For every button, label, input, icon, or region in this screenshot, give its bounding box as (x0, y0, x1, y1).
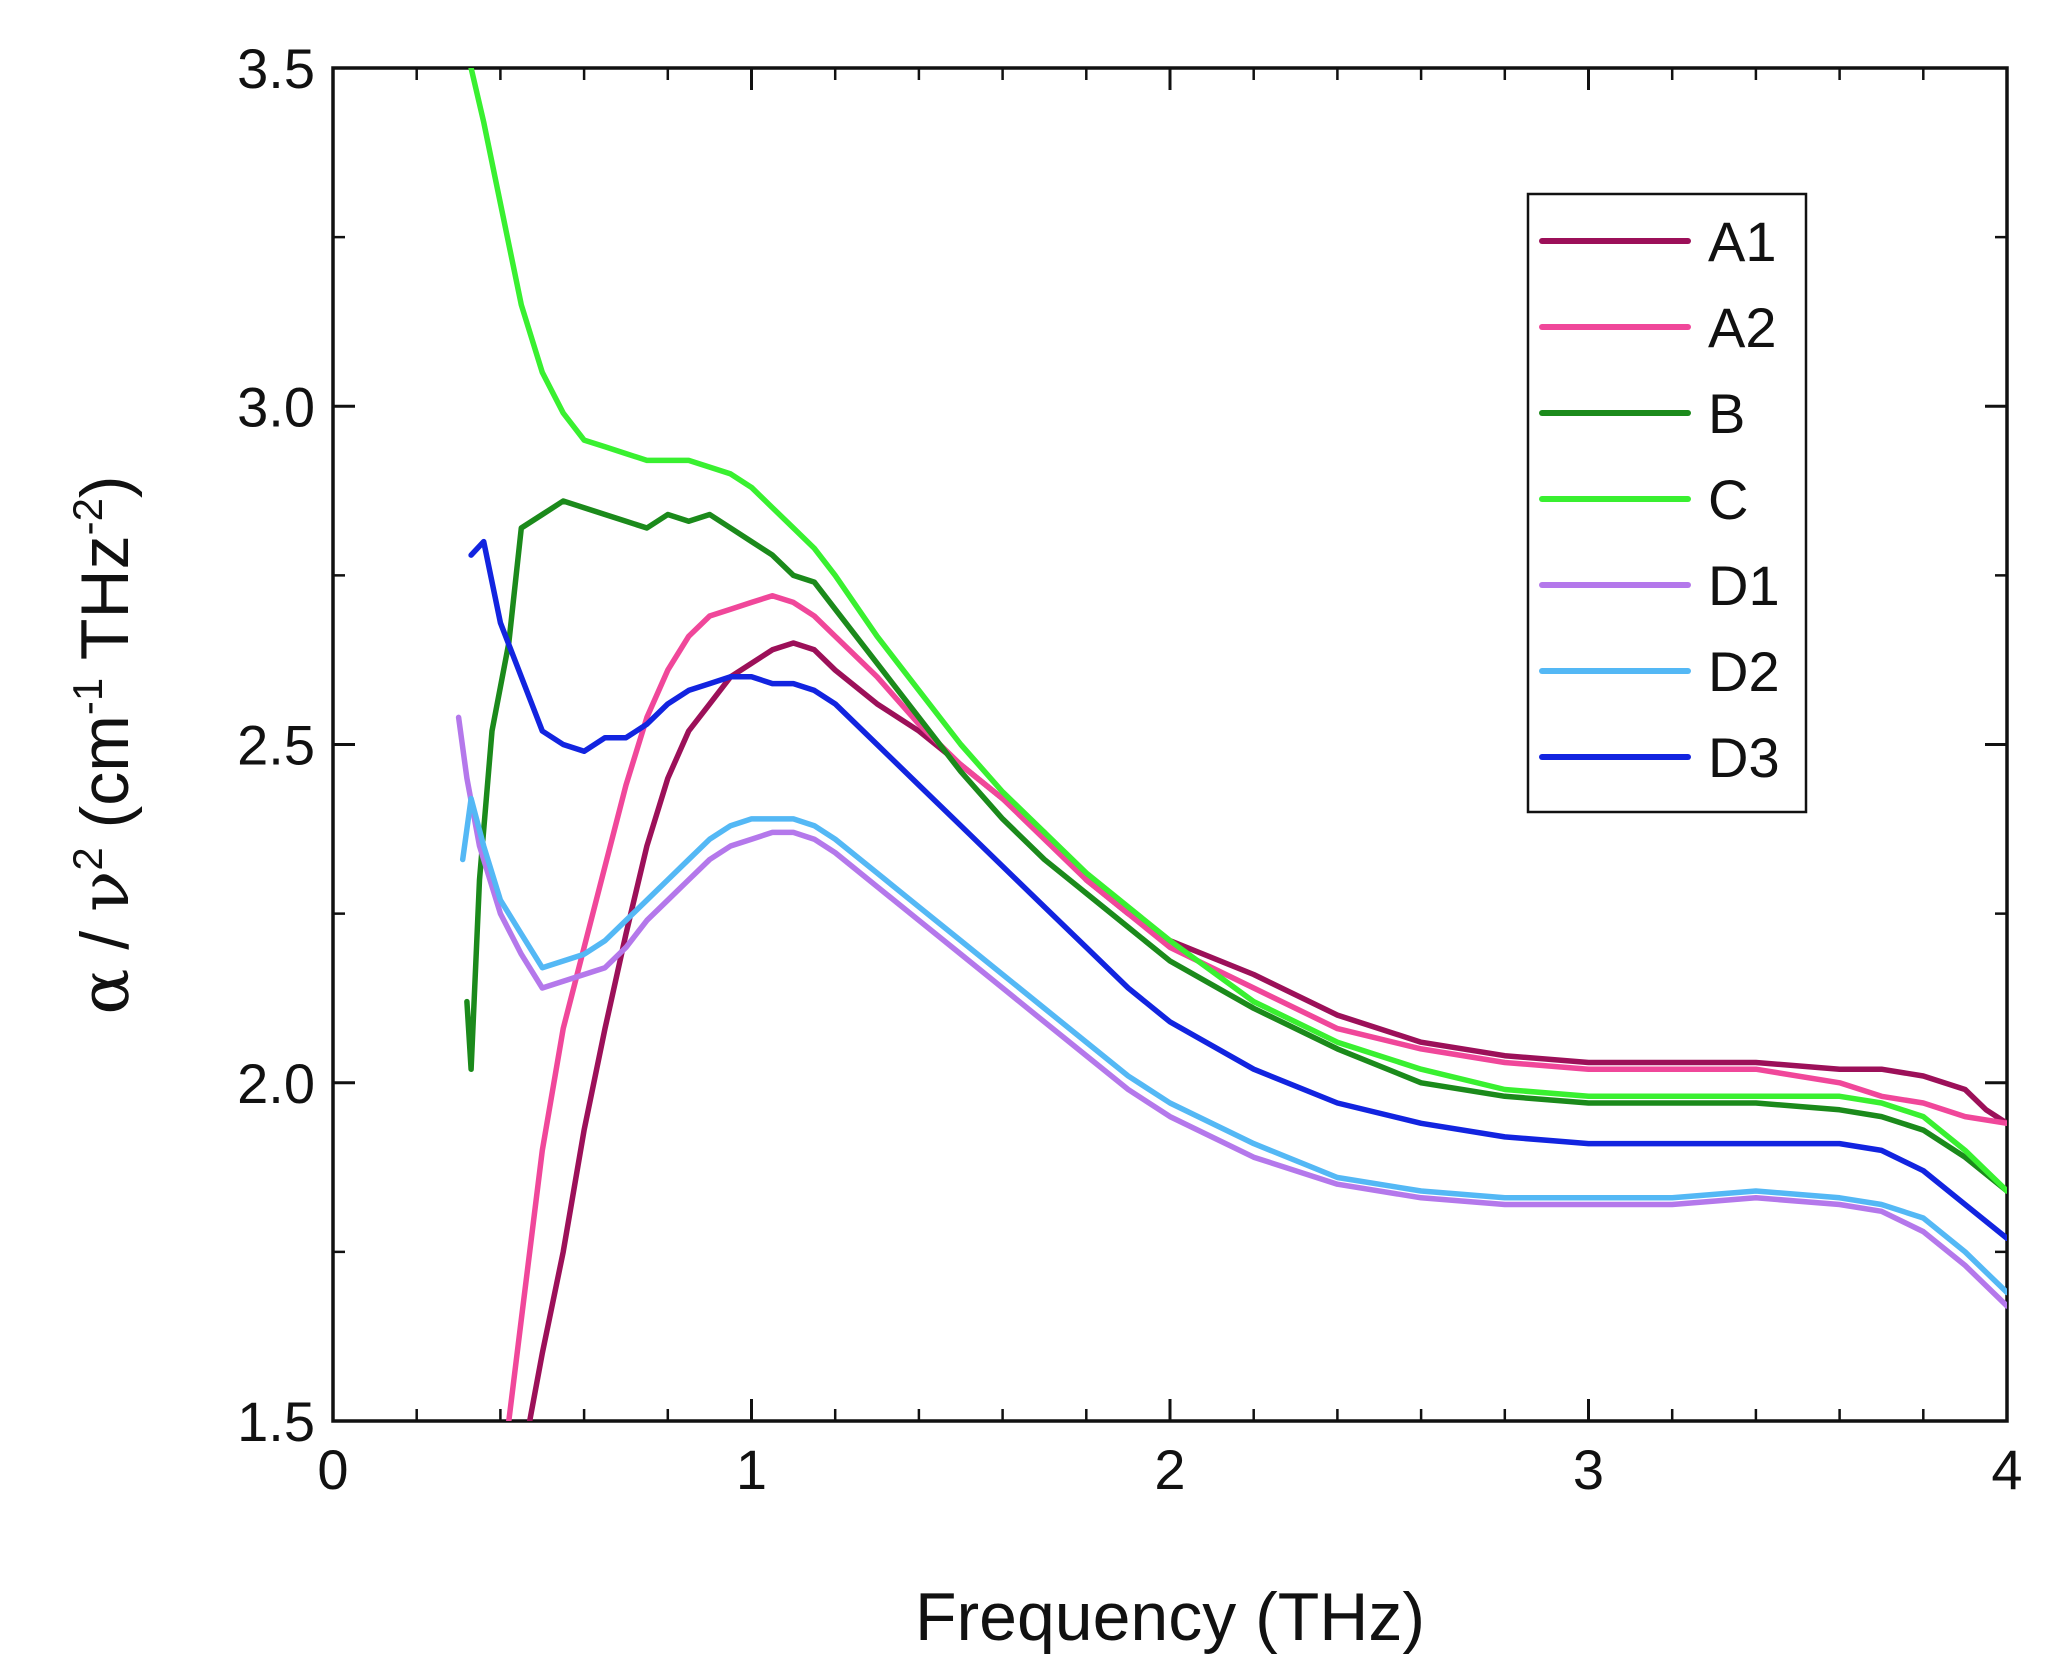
legend-box (1526, 192, 1808, 814)
y-title-nu-exp: 2 (64, 847, 111, 870)
y-title-sep: / (67, 912, 143, 969)
x-tick-label: 0 (317, 1438, 348, 1501)
y-title-alpha: α (66, 969, 145, 1015)
y-axis-ticks: 1.5 2.0 2.5 3.0 3.5 (237, 37, 2007, 1453)
legend-label-c: C (1708, 468, 1748, 531)
series-lines (455, 68, 2007, 1421)
legend-label-d1: D1 (1708, 554, 1780, 617)
x-axis-ticks: 0 1 2 3 4 (317, 68, 2023, 1501)
y-tick-label: 2.5 (237, 714, 315, 777)
y-axis-title: α / ν2 (cm-1 THz-2) (64, 475, 145, 1014)
series-line-d1 (455, 714, 2007, 1309)
x-axis-title: Frequency (THz) (915, 1579, 1425, 1655)
y-title-close: ) (67, 475, 143, 498)
legend-label-a2: A2 (1708, 296, 1777, 359)
series-line-d2 (459, 795, 2007, 1296)
x-tick-label: 4 (1991, 1438, 2022, 1501)
y-tick-label: 3.5 (237, 37, 315, 100)
y-title-thz-exp: -2 (64, 498, 111, 535)
x-tick-label: 3 (1573, 1438, 1604, 1501)
legend-label-b: B (1708, 382, 1745, 445)
y-tick-label: 3.0 (237, 375, 315, 438)
legend-label-a1: A1 (1708, 210, 1777, 273)
y-tick-label: 2.0 (237, 1052, 315, 1115)
series-line-b (464, 498, 2007, 1194)
series-line-d3 (468, 538, 2007, 1242)
series-line-c (468, 68, 2007, 1194)
x-tick-label: 2 (1154, 1438, 1185, 1501)
y-title-nu: ν (66, 871, 145, 912)
y-title-mid: THz (67, 535, 143, 677)
legend: A1 A2 BC D1 D2 D3 (1526, 192, 1808, 814)
x-tick-label: 1 (736, 1438, 767, 1501)
legend-label-d2: D2 (1708, 640, 1780, 703)
series-line-a2 (506, 592, 2007, 1421)
y-title-open: (cm (67, 715, 143, 847)
y-tick-label: 1.5 (237, 1390, 315, 1453)
legend-label-d3: D3 (1708, 726, 1780, 789)
y-title-cm-exp: -1 (64, 678, 111, 715)
